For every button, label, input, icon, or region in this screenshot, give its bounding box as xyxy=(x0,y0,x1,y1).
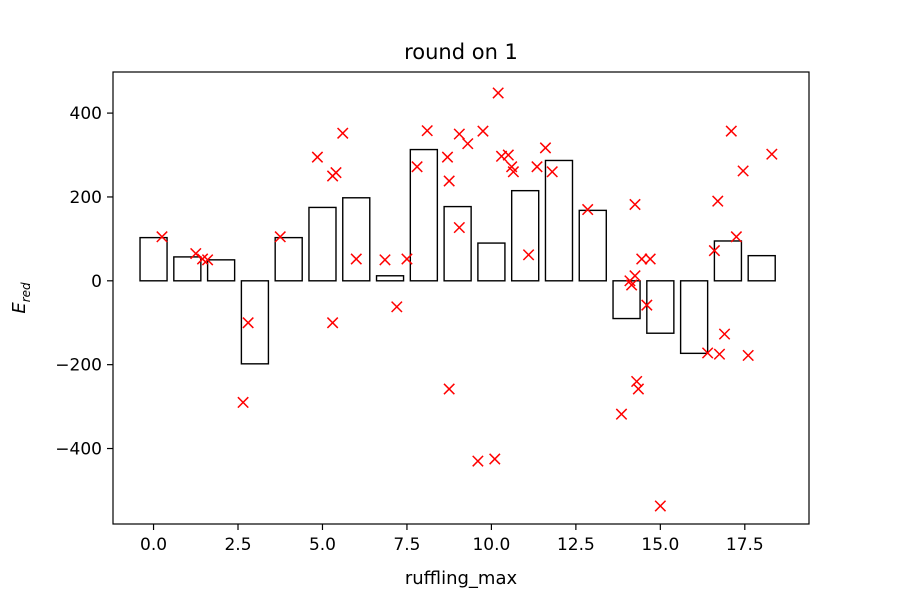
x-tick-label-6: 15.0 xyxy=(641,535,679,555)
scatter-point-12 xyxy=(350,253,362,265)
scatter-point-54 xyxy=(730,231,743,243)
scatter-point-31 xyxy=(507,166,520,178)
y-tick-label-1: −200 xyxy=(55,356,102,376)
bar-13 xyxy=(578,209,607,282)
scatter-point-28 xyxy=(495,150,508,163)
scatter-point-41 xyxy=(629,270,641,282)
scatter-point-51 xyxy=(713,348,726,360)
bar-15 xyxy=(646,280,675,334)
scatter-point-19 xyxy=(443,175,455,187)
scatter-point-47 xyxy=(654,500,667,512)
scatter-point-33 xyxy=(531,161,543,173)
scatter-point-23 xyxy=(462,137,474,150)
bar-9 xyxy=(443,205,472,282)
scatter-point-25 xyxy=(477,125,489,137)
x-tick-label-1: 2.5 xyxy=(224,535,251,555)
scatter-point-34 xyxy=(539,142,552,154)
scatter-point-32 xyxy=(522,249,535,261)
scatter-point-50 xyxy=(712,195,724,207)
scatter-point-26 xyxy=(489,453,501,465)
x-tick-label-2: 5.0 xyxy=(309,535,336,555)
scatter-point-24 xyxy=(472,455,484,467)
scatter-point-46 xyxy=(644,253,656,265)
bar-17 xyxy=(713,240,743,282)
scatter-point-44 xyxy=(636,253,648,265)
scatter-point-5 xyxy=(242,317,254,329)
scatter-point-20 xyxy=(443,383,455,395)
bar-7 xyxy=(375,275,405,282)
x-tick-label-3: 7.5 xyxy=(393,535,420,555)
bars-layer xyxy=(139,148,776,365)
scatter-point-40 xyxy=(629,198,641,211)
scatter-point-14 xyxy=(391,301,403,313)
scatter-point-36 xyxy=(581,203,594,216)
scatter-point-22 xyxy=(453,221,466,234)
bar-3 xyxy=(240,280,270,365)
scatter-point-27 xyxy=(492,87,504,99)
bar-18 xyxy=(747,254,776,282)
bar-5 xyxy=(308,206,337,282)
bar-8 xyxy=(409,148,439,282)
bar-2 xyxy=(206,259,236,282)
scatter-point-17 xyxy=(421,124,433,137)
scatter-point-29 xyxy=(502,149,515,161)
scatter-point-6 xyxy=(274,231,286,243)
bar-16 xyxy=(679,280,709,355)
x-tick-label-5: 12.5 xyxy=(557,535,595,555)
scatter-point-43 xyxy=(632,383,645,395)
scatter-point-56 xyxy=(742,349,754,362)
y-ticks-layer: −400 −200 0 200 400 xyxy=(55,104,113,460)
y-tick-label-4: 400 xyxy=(70,104,102,124)
y-axis-label: Ered xyxy=(9,282,33,314)
scatter-point-1 xyxy=(190,247,202,260)
scatter-point-4 xyxy=(237,396,249,409)
scatter-point-3 xyxy=(201,254,214,266)
bar-10 xyxy=(477,242,506,282)
y-tick-label-2: 0 xyxy=(91,272,102,292)
bar-12 xyxy=(544,159,574,282)
y-tick-label-3: 200 xyxy=(70,188,102,208)
scatter-point-53 xyxy=(725,125,738,137)
y-axis-label-subscript: red xyxy=(19,282,33,302)
scatter-point-57 xyxy=(766,148,778,160)
scatter-point-39 xyxy=(625,279,638,291)
scatter-point-35 xyxy=(546,166,558,178)
scatter-point-7 xyxy=(311,151,324,163)
scatter-point-11 xyxy=(337,127,349,139)
scatter-point-18 xyxy=(441,151,454,163)
scatter-point-15 xyxy=(401,253,413,265)
y-tick-label-0: −400 xyxy=(55,440,102,460)
scatter-point-42 xyxy=(630,375,643,388)
scatter-point-0 xyxy=(156,231,168,243)
x-axis-label: ruffling_max xyxy=(405,568,518,589)
scatter-point-10 xyxy=(326,317,339,329)
bar-4 xyxy=(274,236,303,282)
x-tick-label-4: 10.0 xyxy=(472,535,510,555)
x-ticks-layer: 0.0 2.5 5.0 7.5 10.0 12.5 15.0 17.5 xyxy=(140,524,764,555)
scatter-point-9 xyxy=(330,166,342,179)
points-layer xyxy=(156,87,778,512)
x-tick-label-0: 0.0 xyxy=(140,535,167,555)
scatter-point-48 xyxy=(701,347,714,359)
bar-0 xyxy=(139,236,168,282)
y-axis-label-main: E xyxy=(9,302,30,314)
scatter-point-55 xyxy=(737,165,749,177)
scatter-point-37 xyxy=(615,408,628,420)
bar-1 xyxy=(173,256,202,282)
scatter-point-21 xyxy=(453,128,466,140)
scatter-point-16 xyxy=(411,161,423,173)
scatter-point-52 xyxy=(718,328,731,340)
scatter-point-45 xyxy=(641,299,653,311)
bar-11 xyxy=(510,189,540,282)
scatter-point-49 xyxy=(708,244,721,257)
chart-title: round on 1 xyxy=(404,40,518,64)
scatter-point-13 xyxy=(379,254,391,266)
plot-frame xyxy=(112,71,810,525)
x-tick-label-7: 17.5 xyxy=(726,535,764,555)
bar-6 xyxy=(342,197,371,282)
